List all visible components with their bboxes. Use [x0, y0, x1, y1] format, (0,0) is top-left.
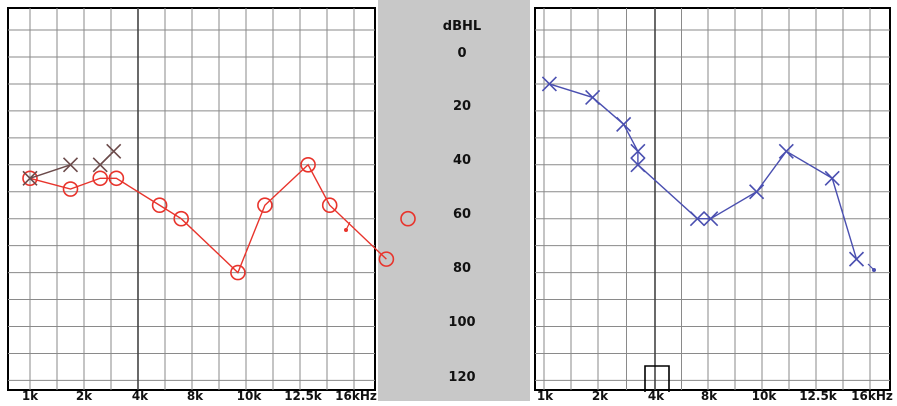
scale-level-label: 40: [453, 153, 471, 168]
no-response-arrow-left-ear: [867, 263, 875, 271]
data-point: [257, 197, 273, 214]
data-point: [62, 181, 79, 197]
data-point: [778, 143, 794, 159]
x-tick-label: 10k: [237, 389, 263, 401]
x-tick-label: 8k: [701, 389, 718, 401]
series-line: [29, 163, 387, 274]
data-point: [848, 251, 865, 267]
x-tick-label: 4k: [132, 389, 149, 401]
x-tick-label: 10k: [752, 389, 778, 401]
scale-level-label: 80: [453, 261, 471, 276]
data-point: [321, 197, 338, 214]
data-point: [400, 210, 416, 227]
x-tick-label: 16kHz: [851, 389, 893, 401]
x-tick-label: 12.5k: [799, 389, 838, 401]
x-tick-label: 1k: [537, 389, 554, 401]
scale-level-label: 120: [448, 370, 475, 385]
data-point: [616, 116, 632, 132]
data-point: [749, 184, 765, 200]
data-point: [230, 264, 246, 281]
center-scale-panel: [378, 0, 530, 401]
data-point: [108, 170, 125, 187]
series-line: [29, 164, 71, 179]
x-tick-label: 12.5k: [284, 389, 323, 401]
data-point: [541, 76, 557, 92]
data-point: [630, 143, 646, 159]
data-point: [824, 170, 840, 186]
data-point: [630, 157, 646, 173]
no-response-arrow-right-ear: [345, 221, 351, 231]
data-point: [151, 197, 168, 214]
data-point: [378, 251, 395, 267]
data-point: [585, 89, 601, 105]
data-point: [92, 170, 108, 187]
scale-level-label: 0: [457, 46, 466, 61]
scale-level-label: 60: [453, 207, 471, 222]
scale-title: dBHL: [443, 19, 481, 34]
data-point: [689, 211, 705, 227]
plot-area: [534, 7, 891, 391]
x-tick-label: 2k: [592, 389, 609, 401]
data-point: [173, 210, 189, 227]
x-tick-label: 8k: [187, 389, 204, 401]
data-point: [92, 157, 108, 173]
data-point: [62, 157, 79, 173]
x-tick-label: 1k: [22, 389, 39, 401]
data-point: [22, 170, 38, 187]
data-point: [300, 157, 316, 173]
scale-level-label: 20: [453, 99, 471, 114]
data-point: [106, 143, 122, 159]
x-tick-label: 4k: [648, 389, 665, 401]
x-tick-label: 2k: [76, 389, 93, 401]
bone-conduction-marker: [644, 365, 670, 392]
data-point: [703, 211, 719, 227]
scale-level-label: 100: [448, 315, 475, 330]
data-point: [22, 170, 38, 186]
x-tick-label: 16kHz: [335, 389, 377, 401]
